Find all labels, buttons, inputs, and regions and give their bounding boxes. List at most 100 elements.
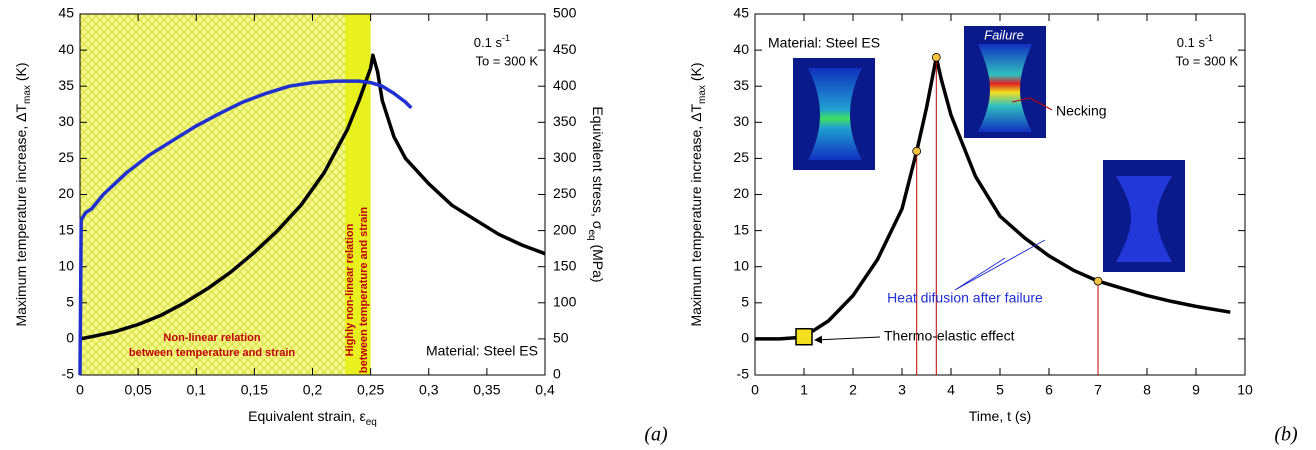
temp: To = 300 K (475, 53, 538, 68)
y-tick-label: 35 (733, 77, 749, 93)
y-tick-label: 30 (58, 113, 74, 129)
specimen (978, 44, 1032, 132)
y2-axis-label-part: eq (586, 229, 597, 240)
y-tick-label: 5 (66, 294, 74, 310)
y-tick-label: 45 (58, 5, 74, 21)
material: Material: Steel ES (426, 343, 538, 359)
y2-axis-label-part: (MPa) (590, 241, 606, 283)
y-axis-label-part: (K) (688, 63, 704, 86)
rate-text: 0.1 s (1177, 35, 1206, 50)
y-tick-label: 10 (733, 257, 749, 273)
y2-axis-label-part: Equivalent stress, σ (590, 106, 606, 229)
x-tick-label: 7 (1094, 382, 1102, 398)
x-tick-label: 4 (947, 382, 955, 398)
x-tick-label: 10 (1237, 382, 1253, 398)
box-point (795, 327, 813, 346)
x-tick-label: 6 (1045, 382, 1053, 398)
y2-tick-label: 450 (553, 41, 577, 57)
x-tick-label: 0 (76, 382, 84, 398)
y-axis-label-part: (K) (13, 63, 29, 86)
x-tick-label: 0,35 (473, 382, 500, 398)
necking-pointer (1011, 97, 1053, 111)
y2-tick-label: 0 (553, 366, 561, 382)
y-tick-label: -5 (62, 366, 75, 382)
x-tick-label: 0,05 (125, 382, 152, 398)
thermo-note: Thermo-elastic effect (884, 328, 1015, 344)
y2-tick-label: 300 (553, 149, 577, 165)
specimen (808, 68, 862, 160)
note: Highly non-linear relation (344, 223, 356, 356)
point (912, 146, 922, 156)
data-line (755, 55, 1231, 341)
x-tick-label: 0,15 (241, 382, 268, 398)
y2-axis-label: Equivalent stress, σeq (MPa) (586, 106, 606, 282)
x-tick-label: 3 (898, 382, 906, 398)
y2-tick-label: 350 (553, 113, 577, 129)
x-tick-label: 0,3 (419, 382, 439, 398)
thermo-arrow (814, 335, 881, 344)
y-axis-label-part: Maximum temperature increase, ΔT (13, 104, 29, 327)
note: Non-linear relation (163, 332, 260, 344)
x-axis-label-part: Equivalent strain, ε (248, 408, 366, 424)
y-tick-label: 25 (733, 149, 749, 165)
y-tick-label: 5 (741, 294, 749, 310)
x-tick-label: 2 (849, 382, 857, 398)
x-tick-label: 0,4 (535, 382, 555, 398)
y2-tick-label: 100 (553, 294, 577, 310)
plots: 0 0,05 0,1 0,15 0,2 0,25 0,3 0,35 0,4-5051015202… (13, 5, 1253, 428)
y-tick-label: 10 (58, 257, 74, 273)
x-tick-label: 0,2 (303, 382, 323, 398)
x-tick-label: 9 (1192, 382, 1200, 398)
x-tick-label: 5 (996, 382, 1004, 398)
x-tick-label: 0,25 (357, 382, 384, 398)
x-axis-label-part: eq (366, 417, 377, 428)
x-axis-label: Equivalent strain, εeq (248, 408, 377, 428)
y-tick-label: 40 (58, 41, 74, 57)
specimen (1116, 176, 1172, 262)
necking: Necking (1056, 103, 1107, 119)
rate-text: 0.1 s (474, 35, 503, 50)
y-tick-label: 35 (58, 77, 74, 93)
x-axis-label: Time, t (s) (969, 408, 1031, 424)
x-tick-label: 8 (1143, 382, 1151, 398)
y2-tick-label: 400 (553, 77, 577, 93)
y-tick-label: 15 (733, 221, 749, 237)
failure: Failure (984, 27, 1024, 42)
rate: 0.1 s-1 (1177, 33, 1213, 50)
y-axis-label: Maximum temperature increase, ΔTmax (K) (688, 63, 708, 327)
y-axis-label-part: Maximum temperature increase, ΔT (688, 104, 704, 327)
y-tick-label: 45 (733, 5, 749, 21)
y2-tick-label: 250 (553, 185, 577, 201)
y-tick-label: 30 (733, 113, 749, 129)
heat-pointer (954, 239, 1046, 291)
y-axis-label-part: max (22, 85, 33, 104)
y2-tick-label: 50 (553, 330, 569, 346)
shaded-region (80, 14, 346, 375)
panel-label: (b) (1274, 424, 1298, 446)
x-axis-label-part: Time, t (s) (969, 408, 1031, 424)
y2-tick-label: 500 (553, 5, 577, 21)
y-axis-label-part: max (697, 85, 708, 104)
material: Material: Steel ES (768, 35, 880, 51)
y2-tick-label: 150 (553, 257, 577, 273)
point (1093, 276, 1103, 286)
y-tick-label: -5 (737, 366, 750, 382)
y-tick-label: 15 (58, 221, 74, 237)
heat-note: Heat difusion after failure (887, 290, 1043, 306)
panel-label: (a) (644, 424, 668, 446)
x-tick-label: 0 (751, 382, 759, 398)
inset-images (793, 26, 1185, 272)
shaded-region (345, 14, 371, 375)
rate: 0.1 s-1 (474, 33, 510, 50)
y-tick-label: 20 (58, 185, 74, 201)
data-line (78, 79, 413, 376)
y-tick-label: 20 (733, 185, 749, 201)
y-tick-label: 40 (733, 41, 749, 57)
y-tick-label: 25 (58, 149, 74, 165)
temp: To = 300 K (1175, 53, 1238, 68)
y2-tick-label: 200 (553, 221, 577, 237)
x-tick-label: 1 (800, 382, 808, 398)
data-line (79, 53, 546, 341)
y-tick-label: 0 (741, 330, 749, 346)
